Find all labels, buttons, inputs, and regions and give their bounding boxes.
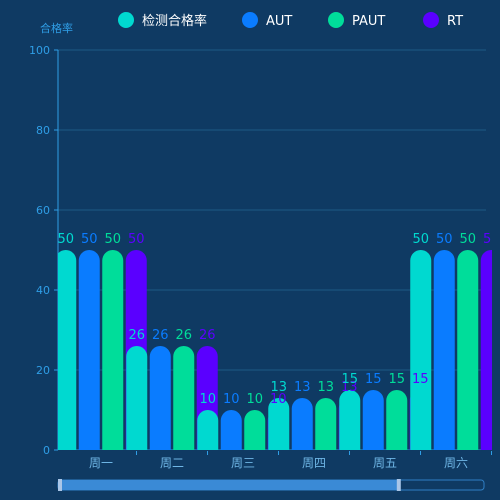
bar-value-label: 15 (412, 372, 429, 387)
bar-value-label: 13 (270, 380, 287, 395)
legend-label[interactable]: RT (447, 14, 463, 29)
bar-value-label: 50 (483, 232, 500, 247)
bar-value-label: 50 (128, 232, 145, 247)
bar-value-label: 15 (388, 372, 405, 387)
bar-value-label: 50 (436, 232, 453, 247)
legend-label[interactable]: PAUT (352, 14, 385, 29)
bar[interactable] (410, 250, 432, 461)
bar[interactable] (339, 390, 361, 461)
y-tick-label: 60 (36, 204, 50, 217)
bar[interactable] (78, 250, 100, 461)
bar[interactable] (126, 346, 148, 461)
bar[interactable] (149, 346, 171, 461)
bar-value-label: 50 (81, 232, 98, 247)
bar-value-label: 26 (128, 328, 145, 343)
bar[interactable] (480, 250, 500, 461)
bar-value-label: 26 (199, 328, 216, 343)
y-tick-label: 80 (36, 124, 50, 137)
zoom-selection[interactable] (58, 480, 399, 490)
y-tick-label: 0 (43, 444, 50, 457)
bar[interactable] (315, 398, 337, 461)
bar[interactable] (102, 250, 124, 461)
zoom-handle-end[interactable] (396, 479, 401, 491)
bar[interactable] (244, 410, 266, 461)
x-category-label: 周六 (444, 456, 468, 470)
bar-value-label: 10 (246, 392, 263, 407)
bar-value-label: 13 (294, 380, 311, 395)
zoom-handle-start[interactable] (58, 479, 62, 491)
axis-mask (58, 450, 492, 451)
bar[interactable] (457, 250, 479, 461)
bar-value-label: 15 (365, 372, 382, 387)
bars (55, 250, 500, 461)
bar[interactable] (268, 398, 290, 461)
y-tick-label: 100 (29, 44, 50, 57)
bar[interactable] (220, 410, 242, 461)
x-category-label: 周五 (373, 456, 397, 470)
bar-value-label: 13 (341, 380, 358, 395)
bar-value-label: 10 (199, 392, 216, 407)
legend-marker[interactable] (118, 12, 134, 28)
legend-label[interactable]: AUT (266, 14, 292, 29)
bar-value-label: 15 (341, 372, 358, 387)
y-tick-label: 40 (36, 284, 50, 297)
bar-value-label: 26 (175, 328, 192, 343)
bar-value-label: 10 (270, 392, 287, 407)
x-category-label: 周四 (302, 456, 326, 470)
legend-marker[interactable] (242, 12, 258, 28)
bar-value-label: 50 (412, 232, 429, 247)
bar[interactable] (173, 346, 195, 461)
bar-value-label: 26 (152, 328, 169, 343)
y-axis-label: 合格率 (40, 21, 73, 35)
legend-label[interactable]: 检测合格率 (142, 13, 207, 29)
x-category-label: 周一 (89, 456, 113, 470)
bar-value-label: 50 (57, 232, 74, 247)
legend-marker[interactable] (328, 12, 344, 28)
bar-value-label: 13 (317, 380, 334, 395)
bar[interactable] (55, 250, 77, 461)
data-zoom-slider[interactable] (57, 479, 485, 491)
bar-value-label: 10 (223, 392, 240, 407)
bar-value-label: 50 (459, 232, 476, 247)
x-category-label: 周二 (160, 456, 184, 470)
legend[interactable]: 检测合格率 AUT PAUT RT (118, 12, 463, 29)
bar[interactable] (433, 250, 455, 461)
bar[interactable] (386, 390, 408, 461)
bar[interactable] (197, 410, 219, 461)
bar[interactable] (362, 390, 384, 461)
bar-value-label: 50 (104, 232, 121, 247)
y-tick-label: 20 (36, 364, 50, 377)
x-category-label: 周三 (231, 456, 255, 470)
bar[interactable] (291, 398, 313, 461)
legend-marker[interactable] (423, 12, 439, 28)
